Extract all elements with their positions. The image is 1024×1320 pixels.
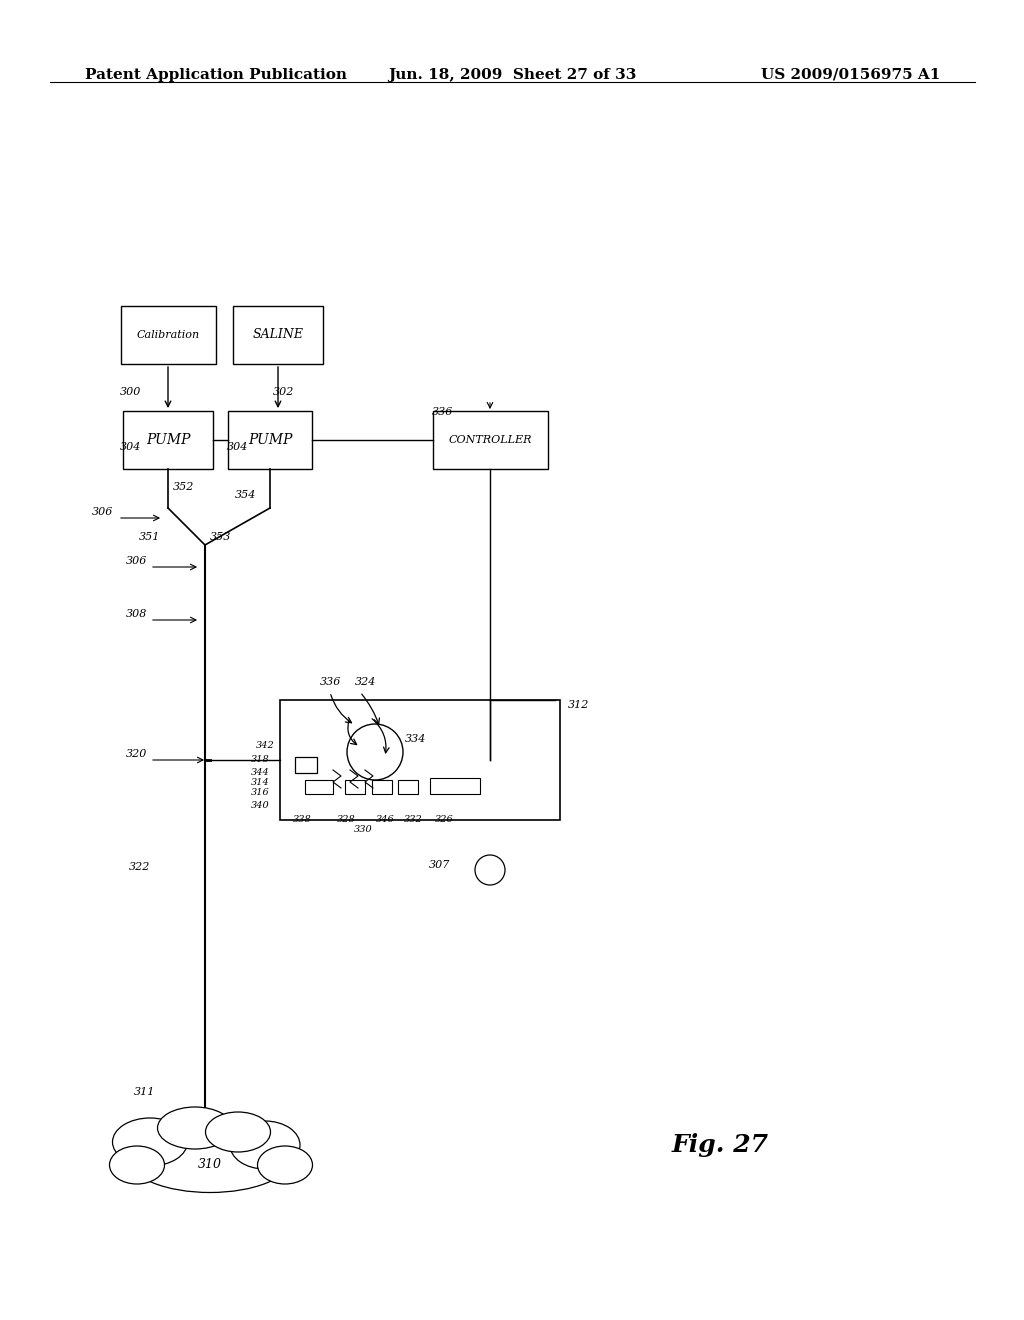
- Text: 306: 306: [126, 556, 147, 566]
- Text: 314: 314: [251, 777, 270, 787]
- Text: 312: 312: [568, 700, 590, 710]
- Text: CONTROLLER: CONTROLLER: [449, 436, 531, 445]
- Text: 336: 336: [319, 677, 341, 686]
- Text: 351: 351: [138, 532, 160, 543]
- Text: 326: 326: [435, 814, 454, 824]
- Text: 340: 340: [251, 801, 270, 810]
- Ellipse shape: [257, 1146, 312, 1184]
- Bar: [430, 777, 480, 795]
- Text: 318: 318: [251, 755, 270, 764]
- Text: 328: 328: [337, 814, 355, 824]
- Text: 346: 346: [376, 814, 394, 824]
- Text: PUMP: PUMP: [145, 433, 190, 447]
- Text: Fig. 27: Fig. 27: [672, 1133, 768, 1158]
- Text: 302: 302: [273, 387, 294, 397]
- Text: 306: 306: [91, 507, 113, 517]
- Text: 308: 308: [126, 609, 147, 619]
- Text: 300: 300: [120, 387, 141, 397]
- Text: 342: 342: [256, 741, 275, 750]
- Bar: [228, 411, 312, 469]
- Text: 354: 354: [234, 490, 256, 500]
- Text: SALINE: SALINE: [253, 329, 303, 342]
- Bar: [432, 411, 548, 469]
- Text: 320: 320: [126, 748, 147, 759]
- Text: 322: 322: [129, 862, 150, 873]
- Bar: [280, 700, 560, 820]
- Ellipse shape: [113, 1118, 187, 1166]
- Text: US 2009/0156975 A1: US 2009/0156975 A1: [761, 69, 940, 82]
- Text: 311: 311: [133, 1086, 155, 1097]
- Text: 307: 307: [429, 861, 450, 870]
- Ellipse shape: [110, 1146, 165, 1184]
- Bar: [305, 780, 333, 795]
- Ellipse shape: [158, 1107, 232, 1148]
- Text: 352: 352: [173, 482, 195, 492]
- Ellipse shape: [230, 1121, 300, 1170]
- Bar: [345, 780, 365, 795]
- Ellipse shape: [130, 1127, 290, 1192]
- Bar: [295, 756, 317, 774]
- Text: 304: 304: [227, 442, 249, 451]
- Text: 338: 338: [293, 814, 311, 824]
- Text: 332: 332: [404, 814, 423, 824]
- Text: 334: 334: [406, 734, 426, 744]
- Bar: [121, 306, 215, 364]
- Text: Calibration: Calibration: [136, 330, 200, 341]
- Text: 324: 324: [355, 677, 377, 686]
- Text: 353: 353: [210, 532, 231, 543]
- Bar: [123, 411, 213, 469]
- Text: 344: 344: [251, 768, 270, 777]
- Text: PUMP: PUMP: [248, 433, 292, 447]
- Text: 336: 336: [432, 407, 454, 417]
- Text: 310: 310: [198, 1159, 222, 1172]
- Bar: [233, 306, 323, 364]
- Text: 304: 304: [120, 442, 141, 451]
- Text: Patent Application Publication: Patent Application Publication: [85, 69, 347, 82]
- Ellipse shape: [206, 1111, 270, 1152]
- Bar: [398, 780, 418, 795]
- Text: Jun. 18, 2009  Sheet 27 of 33: Jun. 18, 2009 Sheet 27 of 33: [388, 69, 636, 82]
- Bar: [372, 780, 392, 795]
- Text: 316: 316: [251, 788, 270, 797]
- Text: 330: 330: [354, 825, 373, 834]
